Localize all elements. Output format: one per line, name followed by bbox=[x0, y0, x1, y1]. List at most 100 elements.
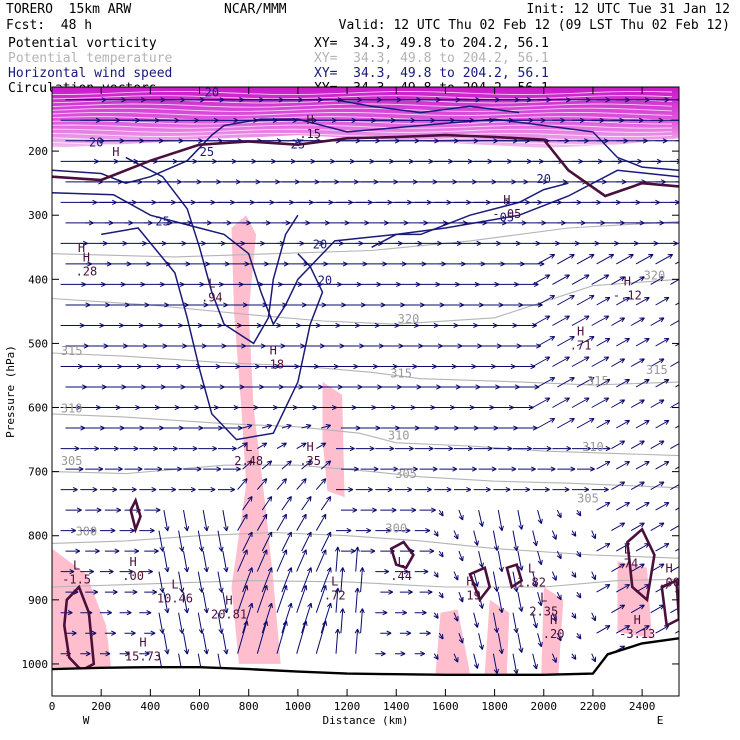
circulation-vector bbox=[513, 486, 531, 493]
circulation-vector bbox=[571, 571, 577, 578]
circulation-vector bbox=[360, 466, 379, 472]
circulation-vector bbox=[458, 550, 464, 562]
circulation-vector bbox=[237, 584, 249, 613]
circulation-vector bbox=[655, 296, 670, 306]
circulation-vector bbox=[571, 612, 577, 619]
circulation-vector bbox=[375, 445, 395, 452]
circulation-vector bbox=[320, 460, 332, 470]
circulation-vector bbox=[655, 543, 670, 552]
y-tick-label: 400 bbox=[28, 273, 48, 286]
circulation-vector bbox=[339, 567, 346, 593]
circulation-vector bbox=[572, 445, 591, 452]
circulation-vector bbox=[517, 551, 524, 571]
circulation-vector bbox=[611, 563, 626, 573]
circulation-vector bbox=[316, 442, 327, 450]
circulation-vector bbox=[630, 563, 645, 573]
circulation-vector bbox=[222, 425, 243, 431]
legend-xy: XY= 34.3, 49.8 to 204.2, 56.1 bbox=[314, 36, 549, 51]
circulation-vector bbox=[144, 425, 164, 431]
circulation-vector bbox=[197, 530, 204, 552]
extremum-marker: H bbox=[624, 274, 631, 288]
circulation-vector bbox=[198, 445, 218, 452]
circulation-vector bbox=[399, 589, 413, 595]
wind-contour bbox=[334, 99, 520, 114]
circulation-vector bbox=[675, 630, 679, 634]
circulation-vector bbox=[551, 612, 557, 622]
pv-isoline bbox=[52, 103, 673, 108]
circulation-vector bbox=[144, 507, 161, 513]
circulation-vector bbox=[616, 337, 631, 347]
circulation-vector bbox=[261, 531, 273, 552]
circulation-vector bbox=[552, 445, 572, 452]
circulation-vector bbox=[596, 253, 615, 265]
circulation-vector bbox=[596, 543, 611, 552]
x-tick-label: 1800 bbox=[481, 700, 508, 713]
circulation-vector bbox=[616, 419, 631, 429]
circulation-vector bbox=[572, 486, 590, 493]
circulation-vector bbox=[596, 337, 611, 347]
circulation-vector bbox=[99, 651, 111, 657]
circulation-vector bbox=[537, 253, 556, 265]
circulation-vector bbox=[321, 424, 332, 429]
circulation-vector bbox=[399, 630, 412, 636]
circulation-vector bbox=[296, 584, 308, 613]
legend-label: Horizontal wind speed bbox=[8, 66, 173, 81]
circulation-vector bbox=[222, 510, 229, 532]
circulation-vector bbox=[611, 522, 626, 532]
circulation-vector bbox=[655, 253, 674, 265]
circulation-vector bbox=[178, 612, 185, 634]
circulation-vector bbox=[261, 495, 273, 511]
circulation-vector bbox=[375, 486, 393, 493]
pv-isoline bbox=[52, 120, 673, 125]
circulation-vector bbox=[139, 404, 160, 411]
circulation-vector bbox=[655, 140, 679, 142]
legend-label: Potential vorticity bbox=[8, 36, 157, 51]
theta-label: 305 bbox=[395, 467, 417, 481]
circulation-vector bbox=[438, 591, 444, 599]
circulation-vector bbox=[296, 404, 318, 411]
circulation-vector bbox=[596, 584, 611, 593]
circulation-vector bbox=[198, 404, 219, 411]
circulation-vector bbox=[399, 507, 417, 513]
extremum-marker: L bbox=[73, 558, 80, 572]
circulation-vector bbox=[478, 425, 499, 431]
circulation-vector bbox=[439, 425, 459, 431]
circulation-vector bbox=[237, 513, 248, 531]
circulation-vector bbox=[257, 404, 278, 411]
x-tick-label: 600 bbox=[190, 700, 210, 713]
circulation-vector bbox=[532, 486, 550, 493]
circulation-vector bbox=[395, 486, 413, 493]
circulation-vector bbox=[202, 510, 209, 532]
circulation-vector bbox=[359, 567, 365, 593]
pv-contours bbox=[52, 133, 679, 673]
circulation-vector bbox=[139, 527, 155, 534]
circulation-vector bbox=[635, 337, 650, 347]
circulation-vector bbox=[497, 551, 504, 573]
circulation-vector bbox=[635, 461, 650, 470]
theta-isentrope bbox=[52, 531, 679, 559]
extremum-value: -3.13 bbox=[619, 627, 655, 641]
circulation-vector bbox=[242, 531, 253, 552]
circulation-vector bbox=[591, 486, 609, 493]
circulation-vector bbox=[532, 653, 538, 670]
circulation-vector bbox=[419, 548, 435, 554]
circulation-vector bbox=[360, 425, 381, 431]
circulation-vector bbox=[611, 399, 626, 408]
circulation-vector bbox=[99, 486, 118, 493]
pv-contour bbox=[129, 497, 142, 534]
wind-label: 20 bbox=[537, 172, 551, 186]
circulation-vector bbox=[670, 201, 679, 203]
circulation-vector bbox=[434, 445, 454, 452]
circulation-vector bbox=[655, 181, 679, 183]
circulation-vector bbox=[670, 317, 679, 326]
x-tick-label: 400 bbox=[140, 700, 160, 713]
wind-label: 20 bbox=[313, 238, 327, 252]
circulation-vector bbox=[198, 486, 216, 493]
circulation-vector bbox=[119, 651, 130, 657]
circulation-vector bbox=[276, 549, 288, 572]
circulation-vector bbox=[256, 620, 269, 654]
pv-isoline bbox=[52, 153, 673, 159]
circulation-vector bbox=[158, 571, 165, 593]
circulation-vector bbox=[616, 378, 631, 388]
extremum-value: 10.46 bbox=[157, 592, 193, 606]
